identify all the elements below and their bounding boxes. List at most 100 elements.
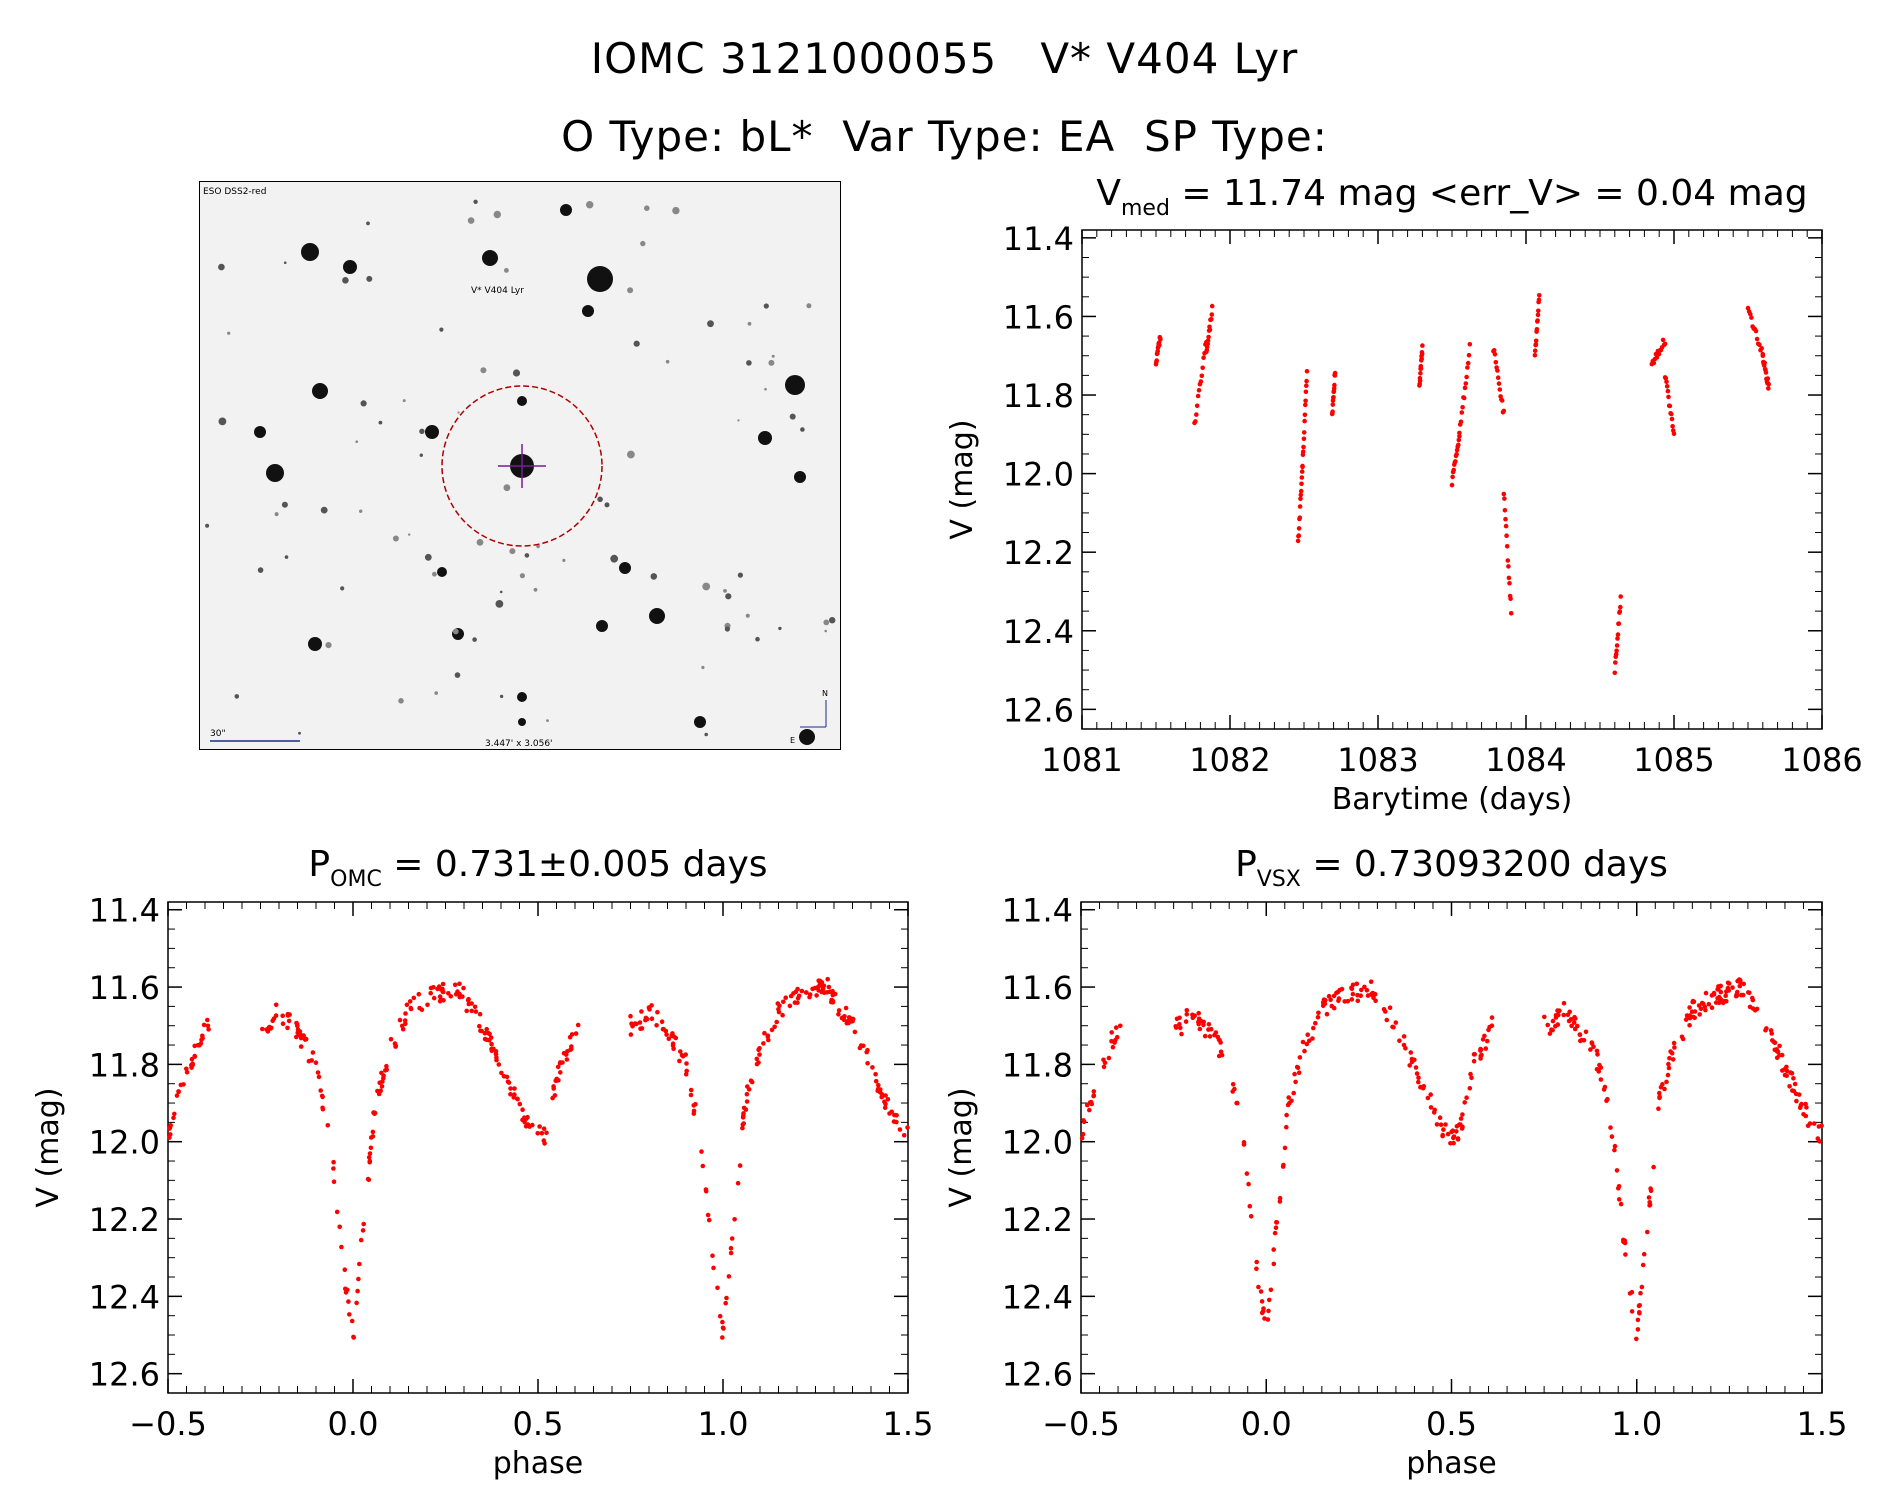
faint-star [665, 359, 670, 364]
data-point [1345, 998, 1351, 1004]
data-point [1299, 469, 1305, 474]
data-point [744, 1099, 750, 1104]
scale-label: 30" [210, 729, 226, 739]
data-point [1664, 1079, 1669, 1085]
finder-chart: ESO DSS2-red V* V404 Lyr 30" 3.447' x 3.… [199, 181, 841, 750]
data-point [1458, 1116, 1464, 1121]
data-point [172, 1111, 177, 1117]
data-point [1588, 1047, 1593, 1052]
faint-star [218, 417, 227, 426]
data-point [325, 1123, 331, 1128]
data-point [1173, 1024, 1178, 1029]
data-point [1201, 1019, 1206, 1025]
star [785, 375, 805, 395]
data-point [520, 1107, 525, 1112]
data-point [1646, 1195, 1652, 1200]
data-point [1545, 1022, 1550, 1028]
data-point [1638, 1290, 1643, 1296]
data-point [1453, 459, 1458, 464]
data-point [1297, 515, 1303, 520]
data-point [1791, 1076, 1796, 1081]
data-point [670, 1043, 676, 1048]
data-point [302, 1037, 308, 1042]
data-point [1730, 985, 1735, 990]
x-tick-label: 1086 [1781, 741, 1862, 779]
data-point [1284, 1124, 1289, 1130]
data-point [1608, 1125, 1613, 1130]
data-point [1259, 1310, 1265, 1316]
data-point [1155, 348, 1160, 354]
data-point [1414, 1071, 1420, 1076]
y-tick-label: 12.6 [1002, 1356, 1073, 1394]
data-point [1428, 1092, 1433, 1097]
data-point [388, 1036, 394, 1042]
data-point [740, 1125, 745, 1131]
data-point [407, 999, 413, 1004]
data-point [628, 1013, 633, 1019]
data-point [1315, 1015, 1321, 1020]
data-point [1596, 1069, 1602, 1074]
data-point [1466, 352, 1472, 358]
data-point [505, 1079, 511, 1085]
data-point [436, 984, 442, 989]
data-point [1194, 412, 1199, 417]
data-point [683, 1072, 689, 1077]
faint-star [467, 217, 475, 224]
data-point [171, 1115, 176, 1121]
data-point [535, 1131, 540, 1136]
data-point [367, 1159, 373, 1165]
data-point [494, 1057, 499, 1063]
data-point [1669, 1051, 1675, 1056]
data-point [195, 1042, 201, 1048]
fov-label: 3.447' x 3.056' [485, 739, 553, 749]
data-point [1460, 405, 1465, 410]
data-point [1635, 1317, 1641, 1323]
data-point [1219, 1052, 1225, 1058]
data-point [743, 1107, 749, 1112]
data-point [201, 1022, 207, 1028]
data-point [1532, 353, 1538, 358]
faint-star [419, 428, 425, 434]
data-point [1456, 437, 1462, 443]
data-point [894, 1119, 899, 1125]
data-point [1664, 384, 1670, 389]
data-point [817, 978, 823, 984]
data-point [1777, 1043, 1782, 1049]
data-point [814, 993, 819, 998]
data-point [1157, 342, 1162, 348]
data-point [1480, 1037, 1486, 1042]
data-point [1472, 1051, 1477, 1057]
data-point [1763, 370, 1769, 375]
data-point [440, 986, 445, 992]
data-point [457, 981, 462, 987]
data-point [372, 1110, 377, 1115]
x-tick-label: −0.5 [1042, 1405, 1120, 1443]
faint-star [724, 626, 731, 632]
data-point [703, 1187, 709, 1192]
data-point [1303, 389, 1309, 395]
data-point [1304, 1041, 1310, 1047]
data-point [1754, 1006, 1760, 1012]
x-tick-label: 1.0 [1611, 1405, 1662, 1443]
data-point [639, 1009, 644, 1014]
faint-star [419, 453, 423, 457]
faint-star [536, 544, 540, 549]
x-tick-label: 0.0 [1241, 1405, 1292, 1443]
data-point [1465, 365, 1470, 370]
data-point [1397, 1038, 1402, 1043]
data-point [1451, 467, 1456, 473]
data-point [1504, 544, 1510, 549]
data-point [1491, 348, 1497, 353]
faint-star [644, 205, 650, 211]
data-point [1753, 328, 1759, 334]
data-point [861, 1043, 866, 1049]
data-point [342, 1267, 348, 1272]
faint-star [737, 419, 740, 422]
data-point [720, 1319, 725, 1325]
data-point [1489, 1023, 1495, 1028]
data-point [1331, 386, 1337, 391]
data-point [448, 994, 454, 999]
data-point [1112, 1040, 1117, 1045]
data-point [200, 1035, 205, 1041]
